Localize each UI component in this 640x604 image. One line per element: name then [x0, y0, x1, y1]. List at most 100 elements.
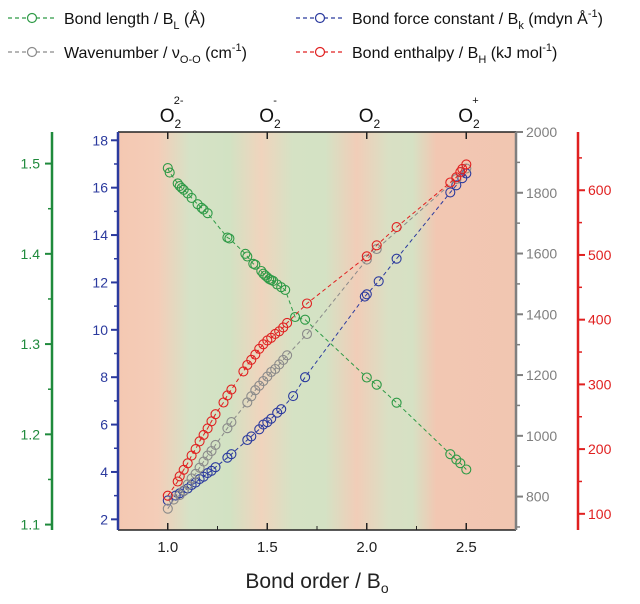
y-tick-label-bk: 6	[100, 417, 108, 433]
data-point-bl	[162, 163, 173, 174]
y-tick-label-wn: 2000	[526, 124, 557, 140]
data-point-bh	[226, 384, 237, 395]
data-point-bl	[461, 464, 472, 475]
legend-label: Bond length / BL (Å)	[64, 9, 205, 32]
data-point-bk	[359, 291, 370, 302]
plot-area	[118, 132, 516, 530]
y-tick-label-bk: 4	[100, 464, 108, 480]
y-tick-label-wn: 1400	[526, 306, 557, 322]
legend-swatch-marker	[26, 12, 38, 24]
data-point-bl	[164, 167, 175, 178]
data-point-wn	[301, 328, 313, 340]
top-species-label: O2	[458, 106, 480, 131]
top-species-label: O2	[259, 106, 281, 131]
data-point-bk	[210, 462, 221, 473]
data-point-bl	[176, 182, 187, 194]
data-point-bh	[282, 317, 293, 328]
data-point-bl	[391, 397, 402, 408]
y-tick-label-bh: 500	[588, 247, 612, 263]
data-point-bh	[371, 240, 382, 251]
data-point-bh	[445, 177, 456, 188]
data-point-wn	[162, 503, 173, 514]
y-tick-label-bh: 300	[588, 376, 612, 392]
data-point-bk	[300, 372, 311, 383]
data-point-bk	[288, 391, 299, 402]
data-point-wn	[371, 243, 382, 255]
data-point-bl	[196, 202, 207, 213]
x-tick-label: 2.0	[356, 539, 377, 556]
data-point-bh	[461, 159, 472, 170]
y-tick-label-wn: 1000	[526, 428, 557, 444]
legend-swatch-marker	[26, 46, 38, 58]
data-point-bh	[361, 251, 372, 262]
y-tick-label-wn: 1200	[526, 367, 557, 383]
top-species-label: O2	[160, 106, 182, 131]
data-point-bh	[172, 476, 183, 487]
top-species-charge: +	[472, 95, 478, 107]
y-tick-label-bl: 1.3	[21, 336, 41, 352]
legend-item-bl: Bond length / BL (Å)	[8, 9, 205, 32]
data-point-bl	[290, 311, 301, 323]
legend: Bond length / BL (Å) Bond force constant …	[8, 8, 603, 66]
data-point-bl	[250, 259, 261, 270]
data-point-bl	[222, 232, 233, 243]
x-tick-label: 2.5	[456, 539, 477, 556]
y-tick-label-bk: 14	[92, 227, 108, 243]
legend-item-wn: Wavenumber / νO-O (cm-1)	[8, 42, 247, 66]
data-point-bl	[280, 284, 291, 295]
y-tick-label-bl: 1.2	[21, 426, 41, 442]
x-tick-label: 1.0	[157, 539, 178, 556]
data-point-bh	[210, 409, 221, 420]
data-point-bh	[391, 222, 402, 233]
y-tick-label-wn: 800	[526, 489, 550, 505]
legend-label: Bond enthalpy / BH (kJ mol-1)	[352, 42, 557, 66]
data-point-wn	[461, 163, 472, 174]
top-species-label: O2	[359, 106, 381, 131]
data-point-bk	[445, 187, 456, 198]
data-point-bl	[445, 449, 456, 460]
y-tick-label-bk: 12	[92, 274, 108, 290]
y-tick-label-wn: 1600	[526, 246, 557, 262]
data-point-bk	[226, 449, 237, 460]
data-point-bk	[266, 413, 277, 424]
data-point-bk	[391, 253, 402, 264]
data-point-bk	[246, 431, 257, 442]
y-tick-label-bh: 600	[588, 182, 612, 198]
top-species-charge: -	[273, 95, 277, 107]
data-point-bl	[242, 251, 253, 262]
data-point-bh	[190, 444, 201, 455]
series-line-bl	[167, 167, 467, 470]
data-point-bl	[371, 379, 382, 390]
data-point-bl	[186, 192, 197, 203]
data-point-bh	[162, 490, 173, 501]
data-point-bk	[361, 289, 372, 300]
y-tick-label-bh: 400	[588, 312, 612, 328]
data-point-bh	[455, 167, 466, 178]
y-tick-label-bk: 8	[100, 369, 108, 385]
data-point-wn	[226, 417, 237, 428]
data-point-bl	[240, 248, 251, 259]
data-point-bk	[162, 495, 173, 506]
data-point-wn	[282, 350, 293, 361]
y-tick-label-wn: 1800	[526, 185, 557, 201]
y-tick-label-bl: 1.4	[21, 246, 41, 262]
data-point-bl	[361, 372, 372, 383]
data-point-bk	[373, 276, 384, 287]
data-point-bh	[301, 298, 313, 309]
legend-label: Wavenumber / νO-O (cm-1)	[64, 42, 247, 66]
y-tick-label-bl: 1.1	[21, 517, 41, 533]
data-point-bl	[224, 233, 235, 244]
data-point-bl	[300, 314, 311, 325]
y-tick-label-bh: 200	[588, 441, 612, 457]
legend-label: Bond force constant / Bk (mdyn Å-1)	[352, 8, 603, 32]
legend-item-bk: Bond force constant / Bk (mdyn Å-1)	[296, 8, 603, 32]
legend-swatch-marker	[314, 12, 326, 24]
data-point-bl	[202, 208, 213, 219]
y-tick-label-bh: 100	[588, 506, 612, 522]
legend-swatch-marker	[314, 46, 326, 58]
y-tick-label-bk: 2	[100, 511, 108, 527]
series-line-bh	[167, 164, 467, 496]
x-axis-title: Bond order / Bo	[245, 570, 388, 596]
